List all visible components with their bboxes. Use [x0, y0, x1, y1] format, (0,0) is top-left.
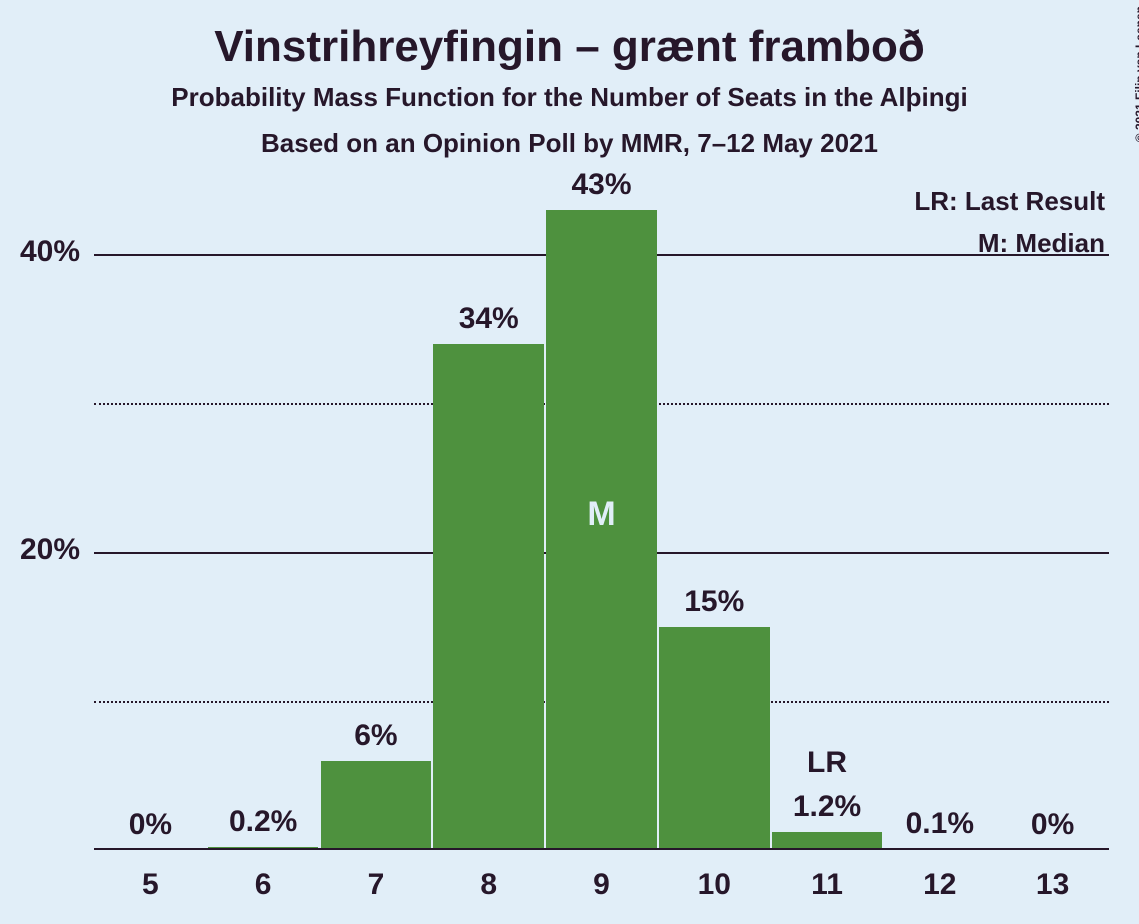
bar-value-label: 1.2%	[771, 790, 884, 824]
x-axis-baseline	[94, 848, 1109, 850]
x-tick-label: 9	[545, 868, 658, 902]
chart-bar	[659, 627, 770, 850]
legend-line: LR: Last Result	[914, 186, 1105, 217]
chart-plot-area: 0%0.2%6%34%43%15%1.2%0.1%0%MLR	[94, 180, 1109, 850]
bar-value-label: 0.1%	[883, 807, 996, 841]
bar-value-label: 34%	[432, 302, 545, 336]
legend-line: M: Median	[978, 228, 1105, 259]
median-marker: M	[545, 495, 658, 534]
chart-bar	[321, 761, 432, 850]
x-tick-label: 5	[94, 868, 207, 902]
page-root: Vinstrihreyfingin – grænt framboð Probab…	[0, 0, 1139, 924]
x-tick-label: 10	[658, 868, 771, 902]
bar-value-label: 6%	[320, 719, 433, 753]
chart-title: Vinstrihreyfingin – grænt framboð	[0, 22, 1139, 72]
y-tick-label: 20%	[0, 533, 80, 567]
bar-value-label: 15%	[658, 585, 771, 619]
x-tick-label: 11	[771, 868, 884, 902]
bar-value-label: 0.2%	[207, 805, 320, 839]
x-tick-label: 7	[320, 868, 433, 902]
copyright-text: © 2021 Filip van Laenen	[1133, 6, 1139, 142]
x-tick-label: 12	[883, 868, 996, 902]
x-tick-label: 8	[432, 868, 545, 902]
bar-value-label: 0%	[94, 808, 207, 842]
bar-value-label: 0%	[996, 808, 1109, 842]
x-tick-label: 13	[996, 868, 1109, 902]
x-tick-label: 6	[207, 868, 320, 902]
y-tick-label: 40%	[0, 235, 80, 269]
bar-value-label: 43%	[545, 168, 658, 202]
chart-bar	[433, 344, 544, 850]
last-result-marker: LR	[771, 746, 884, 780]
chart-subtitle-2: Based on an Opinion Poll by MMR, 7–12 Ma…	[0, 128, 1139, 159]
chart-subtitle-1: Probability Mass Function for the Number…	[0, 82, 1139, 113]
